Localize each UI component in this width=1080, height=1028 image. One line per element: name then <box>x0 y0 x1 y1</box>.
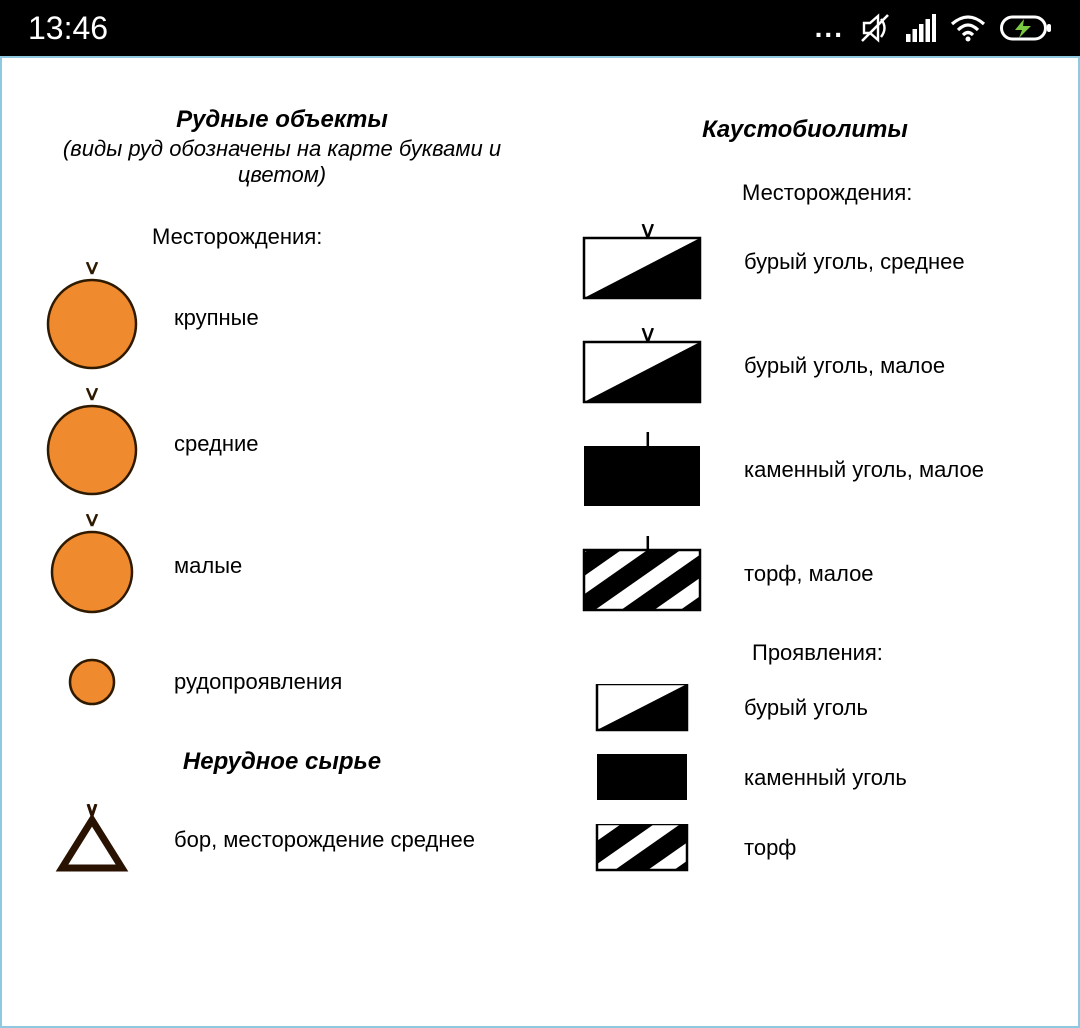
rect-stripes-symbol <box>562 824 722 872</box>
rect-solid-symbol <box>562 754 722 802</box>
legend-row: торф, малое <box>562 536 1048 612</box>
legend-page: Рудные объекты (виды руд обозначены на к… <box>0 56 1080 1028</box>
right-deposits-header: Месторождения: <box>562 180 1048 206</box>
legend-row: малые <box>32 514 532 618</box>
circle-symbol <box>32 654 152 710</box>
legend-label: каменный уголь <box>744 765 907 791</box>
circle-tick-symbol <box>32 262 152 374</box>
legend-label: торф <box>744 835 796 861</box>
wifi-icon <box>950 14 986 42</box>
more-icon: ... <box>815 12 844 44</box>
circle-tick-symbol <box>32 514 152 618</box>
left-deposits-header: Месторождения: <box>32 224 532 250</box>
left-subtitle: (виды руд обозначены на карте буквами и … <box>32 136 532 188</box>
status-time: 13:46 <box>28 10 108 47</box>
legend-label: бурый уголь, среднее <box>744 249 965 275</box>
legend-row: рудопроявления <box>32 654 532 710</box>
legend-row: бурый уголь <box>562 684 1048 732</box>
legend-label: бурый уголь <box>744 695 868 721</box>
triangle-tick-symbol <box>32 804 152 876</box>
legend-label: крупные <box>174 305 259 331</box>
circle-tick-symbol <box>32 388 152 500</box>
legend-label: торф, малое <box>744 561 874 587</box>
legend-label: рудопроявления <box>174 669 342 695</box>
legend-row: каменный уголь, малое <box>562 432 1048 508</box>
legend-row: бурый уголь, среднее <box>562 224 1048 300</box>
left-title: Рудные объекты <box>32 106 532 134</box>
legend-label: малые <box>174 553 242 579</box>
rect-diag-symbol <box>562 684 722 732</box>
status-icons: ... <box>815 11 1052 45</box>
rect-diag-symbol <box>562 328 722 404</box>
rect-diag-symbol <box>562 224 722 300</box>
signal-icon <box>906 14 936 42</box>
legend-row: торф <box>562 824 1048 872</box>
mute-icon <box>858 11 892 45</box>
legend-label: каменный уголь, малое <box>744 457 984 483</box>
legend-row: крупные <box>32 262 532 374</box>
right-title: Каустобиолиты <box>562 116 1048 144</box>
legend-label: бурый уголь, малое <box>744 353 945 379</box>
legend-label: средние <box>174 431 259 457</box>
legend-row: каменный уголь <box>562 754 1048 802</box>
rect-solid-symbol <box>562 432 722 508</box>
nonore-title: Нерудное сырье <box>32 748 532 776</box>
legend-row: средние <box>32 388 532 500</box>
status-bar: 13:46 ... <box>0 0 1080 56</box>
legend-label: бор, месторождение среднее <box>174 827 475 853</box>
legend-row-nonore: бор, месторождение среднее <box>32 804 532 876</box>
right-column: Каустобиолиты Месторождения: бурый уголь… <box>552 106 1048 894</box>
legend-row: бурый уголь, малое <box>562 328 1048 404</box>
left-column: Рудные объекты (виды руд обозначены на к… <box>32 106 532 894</box>
battery-charging-icon <box>1000 14 1052 42</box>
rect-stripes-symbol <box>562 536 722 612</box>
right-occurrences-header: Проявления: <box>562 640 1048 666</box>
